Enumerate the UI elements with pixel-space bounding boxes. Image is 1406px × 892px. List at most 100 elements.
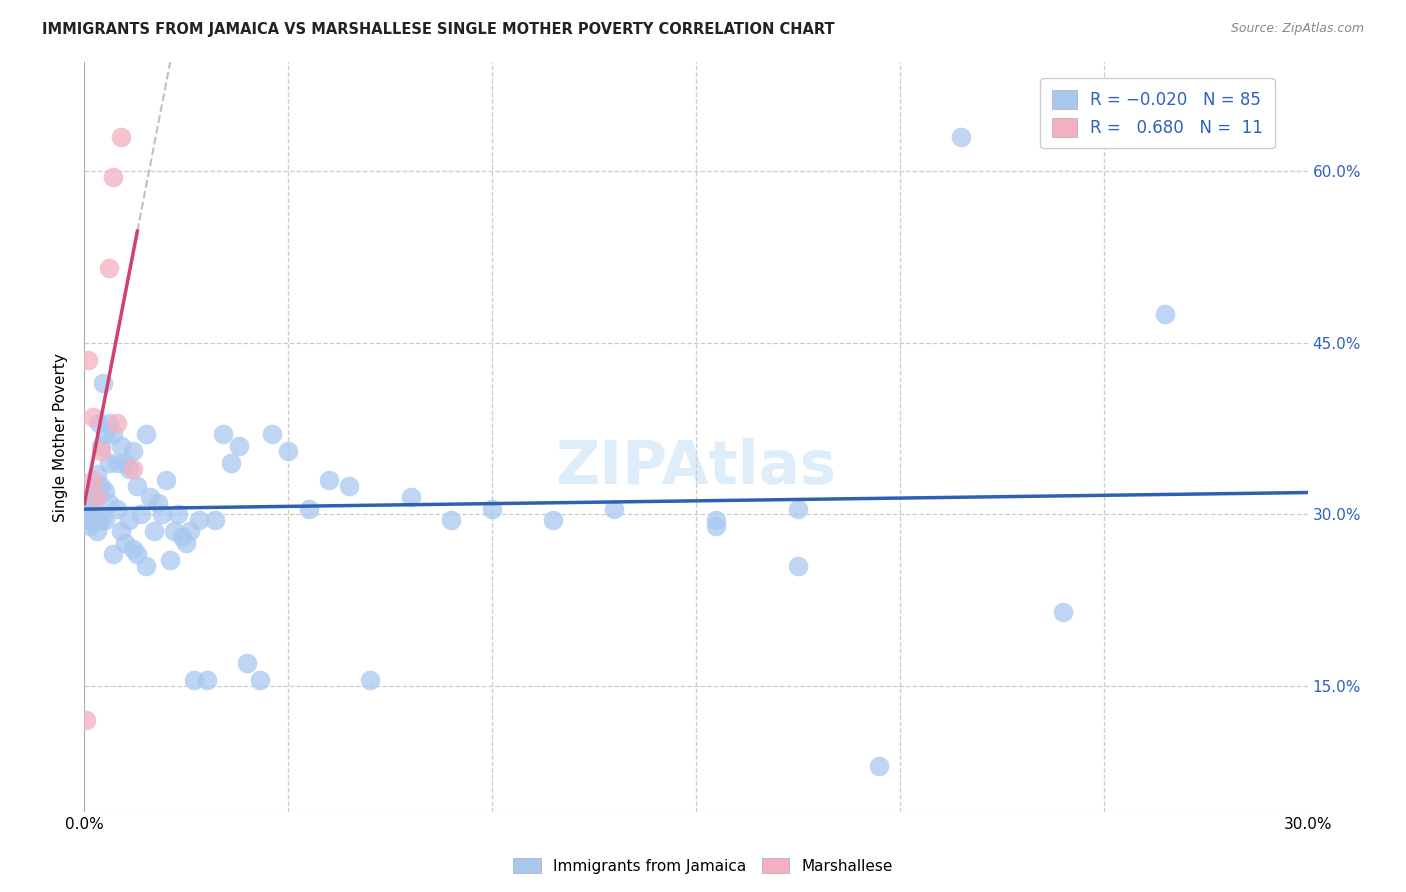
Point (187, 513, 209, 527)
Point (105, 416, 128, 430)
Point (118, 461, 141, 475)
Point (79, 518, 101, 533)
Point (86, 490, 108, 504)
Point (260, 427, 283, 442)
Point (82, 410, 104, 425)
Point (97, 261, 120, 276)
Text: Source: ZipAtlas.com: Source: ZipAtlas.com (1230, 22, 1364, 36)
Point (87, 416, 110, 430)
Point (603, 501, 626, 516)
Point (86, 524, 108, 539)
Point (118, 513, 141, 527)
Point (183, 673, 205, 688)
Point (1154, 307, 1177, 321)
Legend: Immigrants from Jamaica, Marshallese: Immigrants from Jamaica, Marshallese (508, 852, 898, 880)
Point (83, 484, 105, 499)
Point (110, 439, 132, 453)
Point (869, 759, 891, 773)
Point (82, 490, 104, 504)
Point (138, 490, 160, 504)
Point (97, 496, 120, 510)
Point (122, 461, 145, 475)
Point (75, 508, 97, 522)
Point (167, 508, 190, 522)
Point (82, 473, 104, 487)
Point (105, 456, 128, 470)
Point (82, 513, 104, 527)
Point (91, 376, 114, 390)
Point (706, 513, 728, 527)
Point (150, 508, 173, 522)
Point (110, 129, 132, 144)
Point (1052, 605, 1074, 619)
Point (543, 513, 565, 527)
Point (950, 129, 973, 144)
Point (82, 508, 104, 522)
Point (163, 524, 186, 539)
Point (77, 508, 100, 522)
Point (77, 513, 100, 527)
Point (101, 427, 124, 442)
Point (249, 673, 271, 688)
Point (114, 456, 136, 470)
Point (114, 536, 136, 550)
Point (298, 501, 321, 516)
Point (787, 558, 810, 573)
Point (172, 530, 194, 544)
Point (127, 479, 149, 493)
Point (77, 496, 100, 510)
Point (93, 427, 115, 442)
Point (204, 513, 226, 527)
Point (97, 456, 120, 470)
Point (86, 467, 108, 482)
Point (90, 513, 112, 527)
Point (93, 484, 115, 499)
Point (481, 501, 503, 516)
Point (93, 513, 115, 527)
Point (174, 536, 197, 550)
Point (212, 427, 235, 442)
Point (77, 352, 100, 367)
Point (787, 501, 810, 516)
Point (82, 490, 104, 504)
Point (90, 479, 112, 493)
Point (90, 439, 112, 453)
Point (77, 496, 100, 510)
Point (97, 416, 120, 430)
Legend: R = −0.020   N = 85, R =   0.680   N =  11: R = −0.020 N = 85, R = 0.680 N = 11 (1040, 78, 1275, 148)
Point (277, 444, 299, 458)
Point (135, 427, 157, 442)
Point (122, 541, 145, 556)
Text: ZIPAtlas: ZIPAtlas (555, 438, 837, 497)
Point (155, 473, 177, 487)
Point (101, 169, 124, 184)
Point (101, 547, 124, 561)
Point (142, 524, 165, 539)
Point (359, 673, 381, 688)
Point (75, 713, 97, 727)
Point (90, 444, 112, 458)
Point (146, 496, 169, 510)
Point (318, 473, 340, 487)
Point (86, 513, 108, 527)
Point (219, 456, 242, 470)
Point (339, 479, 361, 493)
Y-axis label: Single Mother Poverty: Single Mother Poverty (53, 352, 69, 522)
Point (399, 490, 422, 504)
Point (195, 673, 218, 688)
Point (440, 513, 463, 527)
Point (236, 656, 259, 670)
Point (159, 553, 181, 567)
Point (131, 508, 153, 522)
Point (79, 501, 101, 516)
Point (86, 508, 108, 522)
Text: IMMIGRANTS FROM JAMAICA VS MARSHALLESE SINGLE MOTHER POVERTY CORRELATION CHART: IMMIGRANTS FROM JAMAICA VS MARSHALLESE S… (42, 22, 835, 37)
Point (86, 479, 108, 493)
Point (83, 508, 105, 522)
Point (706, 518, 728, 533)
Point (127, 547, 149, 561)
Point (122, 444, 145, 458)
Point (110, 524, 132, 539)
Point (179, 524, 201, 539)
Point (228, 439, 250, 453)
